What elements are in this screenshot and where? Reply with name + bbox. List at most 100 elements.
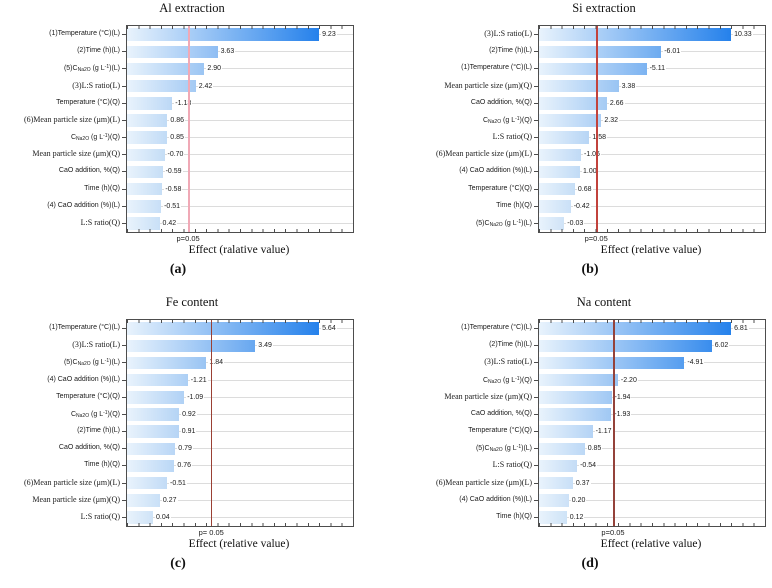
effect-bar [539,131,590,144]
category-tick [534,482,538,484]
effect-bar [539,356,685,370]
effect-bar [539,425,593,438]
effect-bar [539,45,662,58]
category-tick [122,119,126,121]
category-tick [122,102,126,104]
value-label: -0.54 [579,461,598,471]
effect-bar [127,373,188,387]
gridline [127,51,353,53]
category-label: (4) CaO addition (%)(L) [47,375,120,383]
effect-bar [539,339,712,352]
gridline [539,85,765,87]
category-label: Temperature (°C)(Q) [56,98,120,106]
value-label: 3.63 [219,47,236,57]
value-label: -6.01 [663,47,682,57]
value-label: 0.04 [155,512,171,522]
gridline [127,222,353,224]
value-label: 0.12 [568,512,585,522]
category-label: (1)Temperature (°C)(L) [461,324,532,331]
category-label: Time (h)(Q) [84,461,120,469]
category-tick [534,68,538,70]
x-axis-minor-ticks-top [539,320,765,323]
x-axis-minor-ticks-bottom [539,229,765,232]
panel-b: Si extraction 10.33 -6.01 -5.11 3.38 2.66 2.32… [386,0,772,294]
panel-caption: (b) [581,262,599,277]
category-label: (6)Mean particle size (μm)(L) [23,114,120,124]
effect-bar [127,45,218,58]
value-label: 0.76 [176,461,193,471]
value-label: 0.42 [161,218,178,228]
value-label: -4.91 [686,358,705,368]
value-label: 6.02 [713,341,730,351]
category-tick [534,379,538,381]
value-label: -0.51 [169,478,187,488]
x-axis-minor-ticks-top [127,320,353,323]
value-label: 0.27 [161,495,178,505]
category-tick [534,431,538,433]
category-tick [534,345,538,347]
category-tick [534,171,538,173]
category-tick [534,222,538,224]
gridline [539,448,765,450]
effect-bar [539,114,602,127]
value-label: -1.13 [174,98,193,108]
gridline [127,362,353,364]
value-label: 10.33 [733,30,753,40]
value-label: -0.42 [572,201,591,211]
value-label: 1.00 [582,167,598,177]
category-label: Temperature (°C)(Q) [56,392,120,400]
value-label: 3.38 [620,81,637,91]
category-label: (2)Time (h)(L) [77,47,120,55]
significance-line [188,26,191,232]
value-label: 3.49 [257,341,273,351]
category-tick [534,465,538,467]
effect-bar [127,79,196,93]
category-tick [122,431,126,433]
effect-bar [539,79,619,93]
category-tick [534,328,538,330]
gridline [127,482,353,484]
gridline [127,68,353,70]
gridline [127,85,353,87]
category-label: CNa2O (g L-1)(Q) [482,375,532,385]
category-tick [122,413,126,415]
effect-bar [539,442,585,455]
value-label: 2.32 [603,115,620,125]
category-tick [534,137,538,139]
category-label: CaO addition, %(Q) [58,444,120,452]
x-axis-label: Effect (relative value) [600,244,702,256]
effect-bar [539,165,580,179]
value-label: -1.94 [613,392,632,402]
plot-area: 6.81 6.02 -4.91 -2.20 -1.94 -1.93 -1.17 0.85 -0.… [534,319,766,527]
gridline [539,205,765,207]
category-tick [534,154,538,156]
gridline [539,516,765,518]
value-label: 0.37 [574,478,591,488]
panel-a: Al extraction 9.23 3.63 2.90 2.42 -1.13 0.86 0.… [0,0,386,294]
effect-bar [127,28,320,41]
plot-area: 5.64 3.49 1.84 -1.21 -1.09 0.92 0.91 0.79 0.76 -0… [122,319,354,527]
effect-bar [539,28,732,41]
gridline [127,499,353,501]
effect-bar [539,373,618,387]
gridline [539,102,765,104]
effect-bar [127,476,167,490]
category-label: Time (h)(Q) [496,201,532,209]
category-tick [122,51,126,53]
value-label: 0.91 [180,427,197,437]
category-label: (1)Temperature (°C)(L) [461,64,532,72]
category-tick [534,51,538,53]
category-label: CNa2O (g L-1)(Q) [70,133,120,142]
category-tick [122,137,126,139]
value-label: -1.09 [186,392,205,402]
category-tick [122,68,126,70]
category-tick [122,171,126,173]
effect-bar [539,148,581,161]
x-axis-minor-ticks-top [539,26,765,29]
effect-bar [127,408,180,421]
value-label: -0.58 [164,184,183,194]
effect-bar [539,62,647,76]
effect-bar [539,408,612,421]
value-label: 6.81 [733,324,749,334]
category-label: (5)CNa2O (g L-1)(L) [63,358,120,368]
